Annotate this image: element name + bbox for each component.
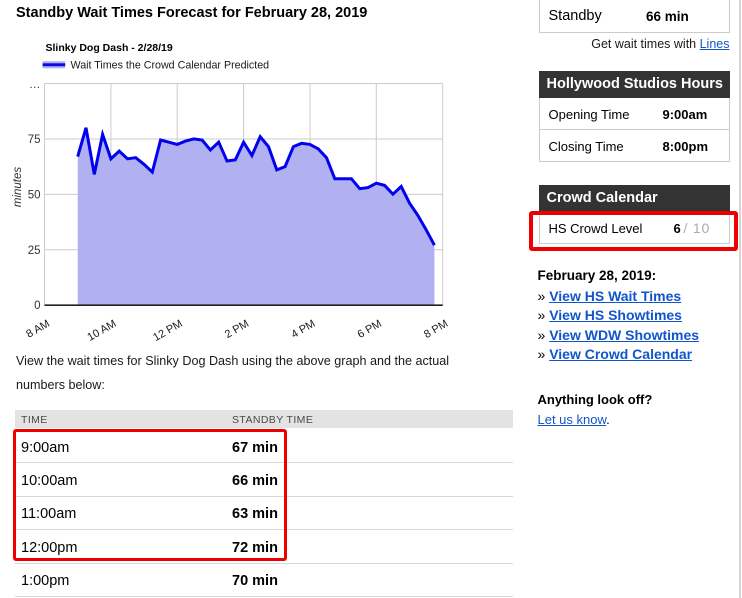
svg-text:minutes: minutes bbox=[12, 167, 24, 208]
svg-text:50: 50 bbox=[28, 189, 41, 201]
svg-text:Slinky Dog Dash - 2/28/19: Slinky Dog Dash - 2/28/19 bbox=[46, 42, 173, 54]
svg-text:75: 75 bbox=[28, 134, 41, 146]
svg-text:…: … bbox=[29, 79, 41, 91]
svg-text:4 PM: 4 PM bbox=[289, 318, 317, 341]
svg-text:8 AM: 8 AM bbox=[24, 318, 52, 341]
svg-text:Wait Times the Crowd Calendar: Wait Times the Crowd Calendar Predicted bbox=[71, 59, 270, 71]
svg-text:12 PM: 12 PM bbox=[151, 318, 185, 344]
svg-text:25: 25 bbox=[28, 245, 41, 257]
svg-text:0: 0 bbox=[34, 300, 40, 312]
svg-text:10 AM: 10 AM bbox=[85, 318, 118, 344]
svg-text:2 PM: 2 PM bbox=[223, 318, 251, 341]
svg-text:6 PM: 6 PM bbox=[356, 318, 384, 341]
svg-text:8 PM: 8 PM bbox=[422, 318, 450, 341]
